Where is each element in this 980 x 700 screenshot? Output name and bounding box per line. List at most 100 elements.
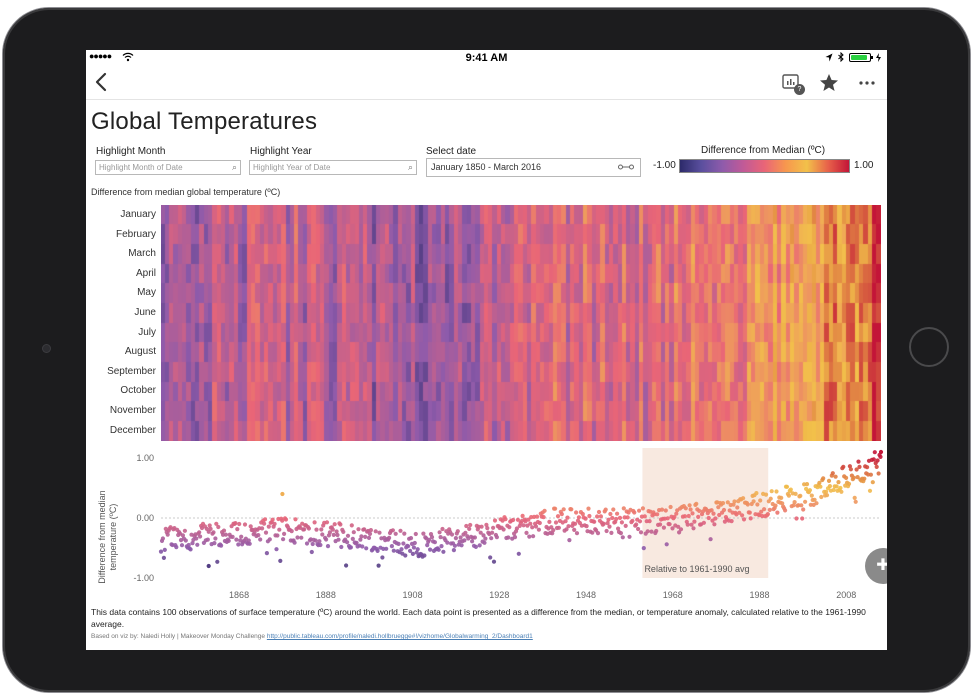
data-point <box>190 541 195 546</box>
data-point <box>411 545 416 550</box>
data-point <box>601 521 606 526</box>
data-point <box>412 540 417 546</box>
data-point <box>567 538 572 543</box>
data-point <box>709 508 714 513</box>
data-point <box>762 507 767 512</box>
data-point <box>246 538 251 543</box>
data-point <box>768 496 773 501</box>
temperature-heatmap[interactable] <box>161 205 881 441</box>
data-point <box>658 522 663 527</box>
data-point <box>614 516 619 522</box>
data-point <box>758 498 763 503</box>
data-point <box>872 450 877 455</box>
data-point <box>462 538 467 543</box>
data-point <box>617 515 623 520</box>
star-icon[interactable] <box>817 71 841 95</box>
add-icon[interactable]: ✚ <box>865 548 887 584</box>
comments-icon[interactable]: ? <box>779 71 805 95</box>
data-point <box>875 458 880 463</box>
temperature-scatter[interactable]: Relative to 1961-1990 avg 1.00 0.00 -1.00 18… <box>86 448 887 608</box>
data-point <box>211 530 216 535</box>
data-point <box>727 508 732 513</box>
charging-icon <box>876 52 881 62</box>
data-point <box>339 544 344 550</box>
data-point <box>247 541 252 546</box>
legend-min: -1.00 <box>653 160 676 171</box>
chevron-left-icon[interactable] <box>92 70 112 94</box>
data-point <box>688 507 693 512</box>
data-point <box>783 508 788 513</box>
nav-actions: ? <box>779 71 879 95</box>
data-point <box>186 542 191 548</box>
data-point <box>821 476 826 481</box>
data-point <box>188 547 193 552</box>
data-point <box>506 535 511 540</box>
data-point <box>183 538 188 543</box>
data-point <box>625 515 630 520</box>
month-label: April <box>135 267 156 279</box>
data-point <box>769 489 774 494</box>
data-point <box>817 480 822 485</box>
data-point <box>319 527 324 532</box>
data-point <box>610 515 615 521</box>
data-point <box>604 528 609 534</box>
data-point <box>878 454 883 459</box>
data-point <box>636 526 641 532</box>
data-point <box>292 540 297 545</box>
data-point <box>331 532 336 537</box>
data-point <box>556 525 561 530</box>
data-point <box>741 517 747 522</box>
credit-link[interactable]: http://public.tableau.com/profile/naledi… <box>266 633 533 640</box>
data-point <box>755 502 760 507</box>
data-point <box>665 516 670 521</box>
data-point <box>696 514 701 519</box>
data-point <box>528 521 533 526</box>
data-point <box>468 522 473 528</box>
month-label: August <box>124 346 156 358</box>
data-point <box>574 531 580 536</box>
data-point <box>421 531 426 536</box>
data-point <box>583 516 588 521</box>
data-point <box>572 527 577 532</box>
date-range-value: January 1850 - March 2016 <box>431 162 542 172</box>
highlight-year-input[interactable]: Highlight Year of Date ⌕ <box>249 160 417 175</box>
data-point <box>632 510 637 515</box>
data-point <box>304 541 310 546</box>
footnote: This data contains 100 observations of s… <box>91 607 866 629</box>
data-point <box>618 531 624 536</box>
data-point <box>403 553 408 558</box>
data-point <box>550 531 555 536</box>
data-point <box>683 506 688 511</box>
data-point <box>267 537 272 542</box>
credit-text: Based on viz by: Naledi Holly | Makeover… <box>91 633 266 640</box>
more-icon[interactable] <box>855 71 879 95</box>
data-point <box>686 513 691 519</box>
data-point <box>737 510 742 515</box>
home-button[interactable] <box>909 327 949 367</box>
data-point <box>482 540 487 545</box>
date-range-filter[interactable]: January 1850 - March 2016 <box>426 158 641 177</box>
data-point <box>396 541 401 546</box>
data-point <box>706 515 711 521</box>
data-point <box>214 521 219 526</box>
data-point <box>359 534 364 539</box>
data-point <box>179 543 185 548</box>
data-point <box>399 547 404 552</box>
data-point <box>264 551 269 556</box>
data-point <box>373 529 378 534</box>
data-point <box>414 550 419 555</box>
data-point <box>507 525 512 530</box>
data-point <box>623 523 628 528</box>
data-point <box>484 522 489 527</box>
data-point <box>422 553 427 558</box>
data-point <box>640 506 646 511</box>
data-point <box>605 521 610 526</box>
data-point <box>677 530 682 535</box>
data-point <box>501 527 506 532</box>
highlight-month-input[interactable]: Highlight Month of Date ⌕ <box>95 160 241 175</box>
data-point <box>587 513 592 519</box>
data-point <box>432 540 437 545</box>
data-point <box>478 530 483 535</box>
data-point <box>262 521 267 526</box>
y-tick-label: 1.00 <box>136 453 154 463</box>
